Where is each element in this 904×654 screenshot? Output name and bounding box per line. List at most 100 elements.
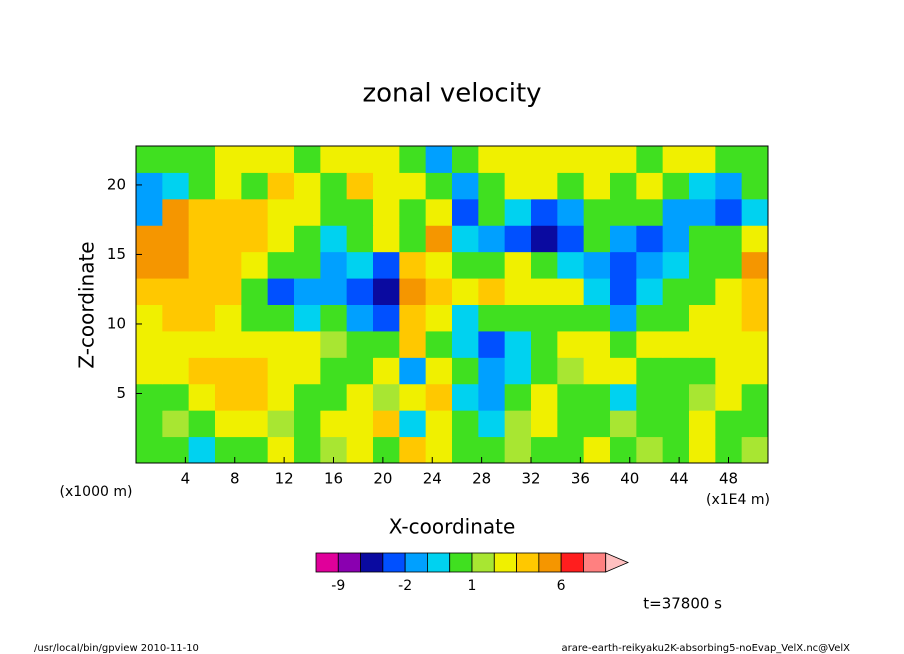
x-axis-label: X-coordinate (389, 515, 516, 539)
contour-cell (689, 198, 716, 226)
contour-cell (136, 225, 163, 253)
colorbar-segment (583, 552, 607, 573)
contour-cell (478, 304, 506, 332)
contour-cell (425, 357, 453, 385)
contour-cell (531, 278, 558, 305)
contour-cell (531, 146, 558, 173)
x-tick-label: 12 (275, 470, 294, 488)
contour-cell (188, 436, 216, 464)
contour-cell (478, 383, 506, 411)
contour-cell (557, 304, 585, 332)
contour-cell (425, 410, 453, 438)
contour-cell (636, 410, 664, 438)
contour-cell (557, 198, 585, 226)
contour-cell (689, 436, 716, 464)
contour-cell (373, 172, 400, 200)
contour-cell (610, 357, 637, 385)
contour-cell (452, 436, 479, 464)
contour-cell (531, 357, 558, 385)
contour-cell (689, 172, 716, 200)
contour-cell (504, 357, 532, 385)
x-tick-label: 44 (670, 470, 689, 488)
y-tick-label: 5 (116, 384, 126, 402)
contour-cell (504, 304, 532, 332)
contour-cell (452, 357, 479, 385)
contour-cell (741, 225, 769, 253)
contour-cell (188, 172, 216, 200)
contour-cell (136, 198, 163, 226)
contour-cell (662, 198, 690, 226)
contour-cell (373, 383, 400, 411)
contour-cell (373, 251, 400, 279)
contour-cell (478, 357, 506, 385)
contour-cell (267, 225, 295, 253)
contour-cell (452, 225, 479, 253)
contour-cell (399, 172, 427, 200)
contour-cell (188, 410, 216, 438)
contour-cell (583, 251, 611, 279)
colorbar-segment (560, 552, 584, 573)
contour-cell (215, 330, 242, 358)
contour-cell (346, 172, 374, 200)
contour-cell (241, 225, 269, 253)
footer-left: /usr/local/bin/gpview 2010-11-10 (34, 643, 199, 654)
contour-cell (215, 383, 242, 411)
contour-cell (715, 330, 743, 358)
contour-cell (452, 146, 479, 173)
contour-cell (188, 357, 216, 385)
contour-cell (241, 357, 269, 385)
contour-cell (188, 278, 216, 305)
colorbar-segment (449, 552, 473, 573)
contour-cell (583, 198, 611, 226)
contour-cell (136, 436, 163, 464)
contour-cell (188, 251, 216, 279)
y-unit-label: (x1000 m) (60, 484, 133, 500)
contour-cell (478, 330, 506, 358)
contour-cell (689, 410, 716, 438)
contour-cell (294, 225, 321, 253)
contour-cell (583, 304, 611, 332)
contour-cell (557, 278, 585, 305)
contour-cell (636, 198, 664, 226)
contour-cell (162, 225, 190, 253)
contour-cell (373, 436, 400, 464)
contour-cell (136, 172, 163, 200)
contour-cell (636, 304, 664, 332)
contour-cell (610, 146, 637, 173)
contour-cell (399, 278, 427, 305)
contour-cell (136, 330, 163, 358)
contour-cell (294, 251, 321, 279)
contour-cell (399, 383, 427, 411)
contour-cell (215, 146, 242, 173)
contour-cell (452, 278, 479, 305)
contour-cell (478, 225, 506, 253)
contour-cell (583, 357, 611, 385)
contour-cell (452, 383, 479, 411)
contour-cell (636, 330, 664, 358)
contour-cell (689, 146, 716, 173)
contour-cell (662, 410, 690, 438)
contour-cell (610, 304, 637, 332)
contour-cell (504, 146, 532, 173)
contour-cell (715, 383, 743, 411)
contour-cell (267, 383, 295, 411)
contour-cell (425, 278, 453, 305)
contour-cell (557, 357, 585, 385)
contour-cell (267, 304, 295, 332)
contour-cell (557, 410, 585, 438)
contour-cell (636, 146, 664, 173)
contour-cell (267, 146, 295, 173)
colorbar-segment (471, 552, 495, 573)
colorbar-segment (516, 552, 540, 573)
contour-cell (478, 278, 506, 305)
contour-cell (478, 146, 506, 173)
contour-cell (583, 383, 611, 411)
contour-cell (741, 436, 769, 464)
contour-cell (662, 357, 690, 385)
contour-cell (215, 436, 242, 464)
contour-cell (610, 383, 637, 411)
contour-cell (583, 436, 611, 464)
contour-cell (715, 278, 743, 305)
contour-cell (715, 225, 743, 253)
contour-cell (320, 225, 348, 253)
